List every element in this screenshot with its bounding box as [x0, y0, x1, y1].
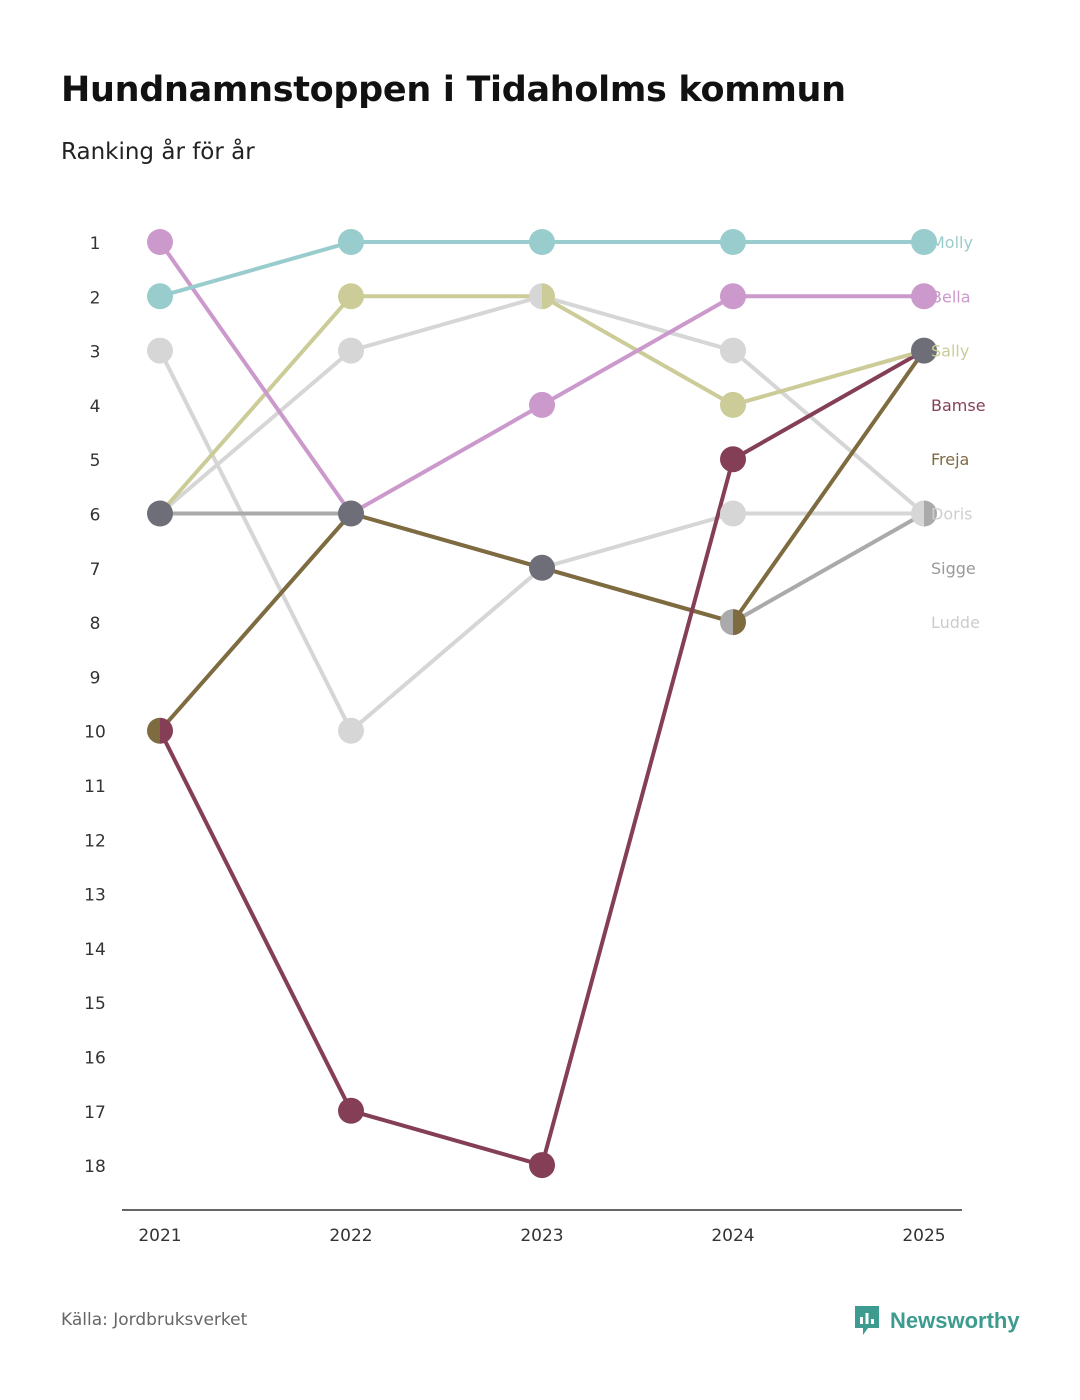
chart-title: Hundnamnstoppen i Tidaholms kommun [61, 70, 846, 110]
x-tick-label: 2024 [711, 1226, 754, 1246]
end-label-sigge: Sigge [931, 559, 976, 578]
y-tick-label: 8 [90, 614, 101, 634]
y-tick-label: 14 [84, 940, 106, 960]
data-point [720, 446, 746, 473]
newsworthy-logo: Newsworthy [853, 1304, 1020, 1338]
y-tick-label: 18 [84, 1157, 106, 1177]
data-point [338, 500, 364, 527]
data-point [911, 229, 937, 255]
end-label-bella: Bella [931, 287, 971, 306]
data-point [529, 229, 555, 255]
series-line-bamse [158, 348, 926, 1168]
chart-subtitle: Ranking år för år [61, 139, 255, 165]
data-point [911, 337, 937, 364]
data-point [529, 391, 555, 418]
data-point [720, 229, 746, 255]
data-point [338, 1097, 364, 1124]
data-point [147, 337, 173, 364]
y-tick-label: 7 [90, 560, 101, 580]
y-tick-label: 4 [90, 397, 101, 417]
end-label-freja: Freja [931, 450, 969, 469]
y-tick-label: 5 [90, 451, 101, 471]
y-tick-label: 17 [84, 1103, 106, 1123]
data-point [720, 337, 746, 364]
data-point [720, 500, 746, 527]
x-axis: 2021 2022 2023 2024 2025 [122, 1209, 962, 1246]
x-tick-label: 2021 [138, 1226, 181, 1246]
source-note: Källa: Jordbruksverket [61, 1310, 248, 1330]
data-point [911, 500, 924, 527]
data-point [338, 337, 364, 364]
y-tick-label: 3 [90, 343, 101, 363]
data-point [733, 609, 746, 636]
y-tick-label: 6 [90, 506, 101, 526]
series-lines [158, 240, 926, 1168]
data-point [147, 283, 173, 310]
data-point [720, 609, 733, 636]
data-point [720, 391, 746, 418]
brand-name: Newsworthy [890, 1308, 1020, 1333]
data-point [338, 283, 364, 310]
data-point [529, 283, 542, 310]
end-label-bamse: Bamse [931, 396, 986, 415]
y-tick-label: 10 [84, 723, 106, 743]
data-point [338, 717, 364, 744]
y-tick-label: 11 [84, 777, 106, 797]
x-tick-label: 2023 [520, 1226, 563, 1246]
y-tick-label: 12 [84, 831, 106, 851]
data-point [147, 500, 173, 527]
data-point [720, 283, 746, 310]
end-label-sally: Sally [931, 342, 969, 361]
end-label-ludde: Ludde [931, 613, 980, 632]
data-point [542, 283, 556, 310]
newsworthy-logo-icon [855, 1306, 879, 1335]
end-label-molly: Molly [931, 233, 973, 252]
x-tick-label: 2022 [329, 1226, 372, 1246]
data-point [924, 500, 938, 527]
y-tick-label: 16 [84, 1049, 106, 1069]
x-tick-label: 2025 [902, 1226, 945, 1246]
series-end-labels: Molly Bella Sally Bamse Freja Doris Sigge Ludde [931, 233, 986, 632]
end-label-doris: Doris [931, 505, 972, 524]
y-tick-label: 13 [84, 886, 106, 906]
data-point [160, 717, 173, 744]
y-tick-label: 15 [84, 994, 106, 1014]
y-tick-label: 2 [90, 288, 101, 308]
y-tick-label: 9 [90, 668, 101, 688]
data-point [147, 229, 173, 255]
data-point [338, 229, 364, 255]
data-point [147, 717, 160, 744]
data-point [911, 283, 937, 310]
data-point [529, 1152, 555, 1179]
series-points [147, 229, 938, 1179]
y-tick-label: 1 [90, 234, 101, 254]
series-line-bella [158, 240, 926, 516]
data-point [529, 554, 555, 581]
